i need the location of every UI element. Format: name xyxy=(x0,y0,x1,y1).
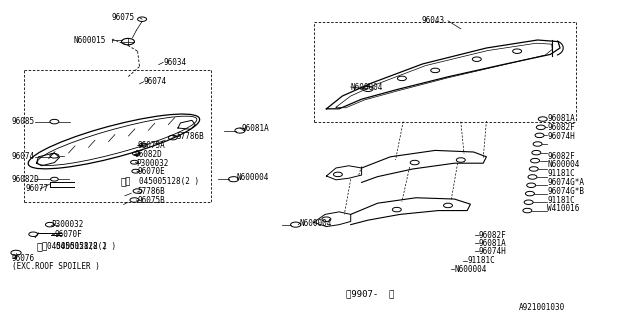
Text: 96085: 96085 xyxy=(12,117,35,126)
Text: 91181C: 91181C xyxy=(547,169,575,178)
Text: 045005128(2 ): 045005128(2 ) xyxy=(139,177,199,186)
Text: 96034: 96034 xyxy=(163,58,186,67)
Text: 96082D: 96082D xyxy=(12,175,39,184)
Text: 96081A: 96081A xyxy=(479,239,506,248)
Text: N600004: N600004 xyxy=(351,83,383,92)
Text: 57786B: 57786B xyxy=(176,132,204,140)
Text: Ⓢ: Ⓢ xyxy=(36,241,43,252)
Text: 045005128(2 ): 045005128(2 ) xyxy=(47,242,108,251)
Text: N600004: N600004 xyxy=(300,219,332,228)
Text: 96076: 96076 xyxy=(12,254,35,263)
Text: N600004: N600004 xyxy=(237,173,269,182)
Text: 96074H: 96074H xyxy=(479,247,506,256)
Text: 96075: 96075 xyxy=(112,13,135,22)
Text: N600004: N600004 xyxy=(454,265,487,274)
Text: (EXC.ROOF SPOILER ): (EXC.ROOF SPOILER ) xyxy=(12,262,99,271)
Text: 96074: 96074 xyxy=(144,77,167,86)
Text: 96082D: 96082D xyxy=(134,150,162,159)
Text: 96043: 96043 xyxy=(421,16,444,25)
Text: 91181C: 91181C xyxy=(467,256,495,265)
Text: 96077: 96077 xyxy=(26,184,49,193)
Text: 96082F: 96082F xyxy=(547,123,575,132)
Text: 96074G*B: 96074G*B xyxy=(547,187,584,196)
Text: 96075B: 96075B xyxy=(138,196,165,205)
Text: P300032: P300032 xyxy=(136,159,169,168)
Text: N600004: N600004 xyxy=(547,160,580,169)
Text: A921001030: A921001030 xyxy=(518,303,564,312)
Text: 57786B: 57786B xyxy=(138,188,165,196)
Text: 96081A: 96081A xyxy=(547,114,575,123)
Text: W410016: W410016 xyxy=(547,204,580,213)
Text: 96070F: 96070F xyxy=(54,230,82,239)
Text: 96074H: 96074H xyxy=(547,132,575,140)
Text: 96070E: 96070E xyxy=(138,167,165,176)
Text: 96074G*A: 96074G*A xyxy=(547,178,584,187)
Text: 96082F: 96082F xyxy=(547,152,575,161)
Text: 91181C: 91181C xyxy=(547,196,575,204)
Text: Ⓢ: Ⓢ xyxy=(42,242,47,251)
Text: 96082F: 96082F xyxy=(479,231,506,240)
Text: P300032: P300032 xyxy=(51,220,84,229)
Text: N600015: N600015 xyxy=(74,36,106,44)
Text: 045005128(2 ): 045005128(2 ) xyxy=(56,242,116,251)
Text: 96075A: 96075A xyxy=(138,141,165,150)
Text: 〈9907-  〉: 〈9907- 〉 xyxy=(346,289,394,298)
Text: 96081A: 96081A xyxy=(242,124,269,132)
Text: Ⓢ: Ⓢ xyxy=(125,177,130,186)
Text: Ⓢ: Ⓢ xyxy=(120,176,127,187)
Text: 96074: 96074 xyxy=(12,152,35,161)
